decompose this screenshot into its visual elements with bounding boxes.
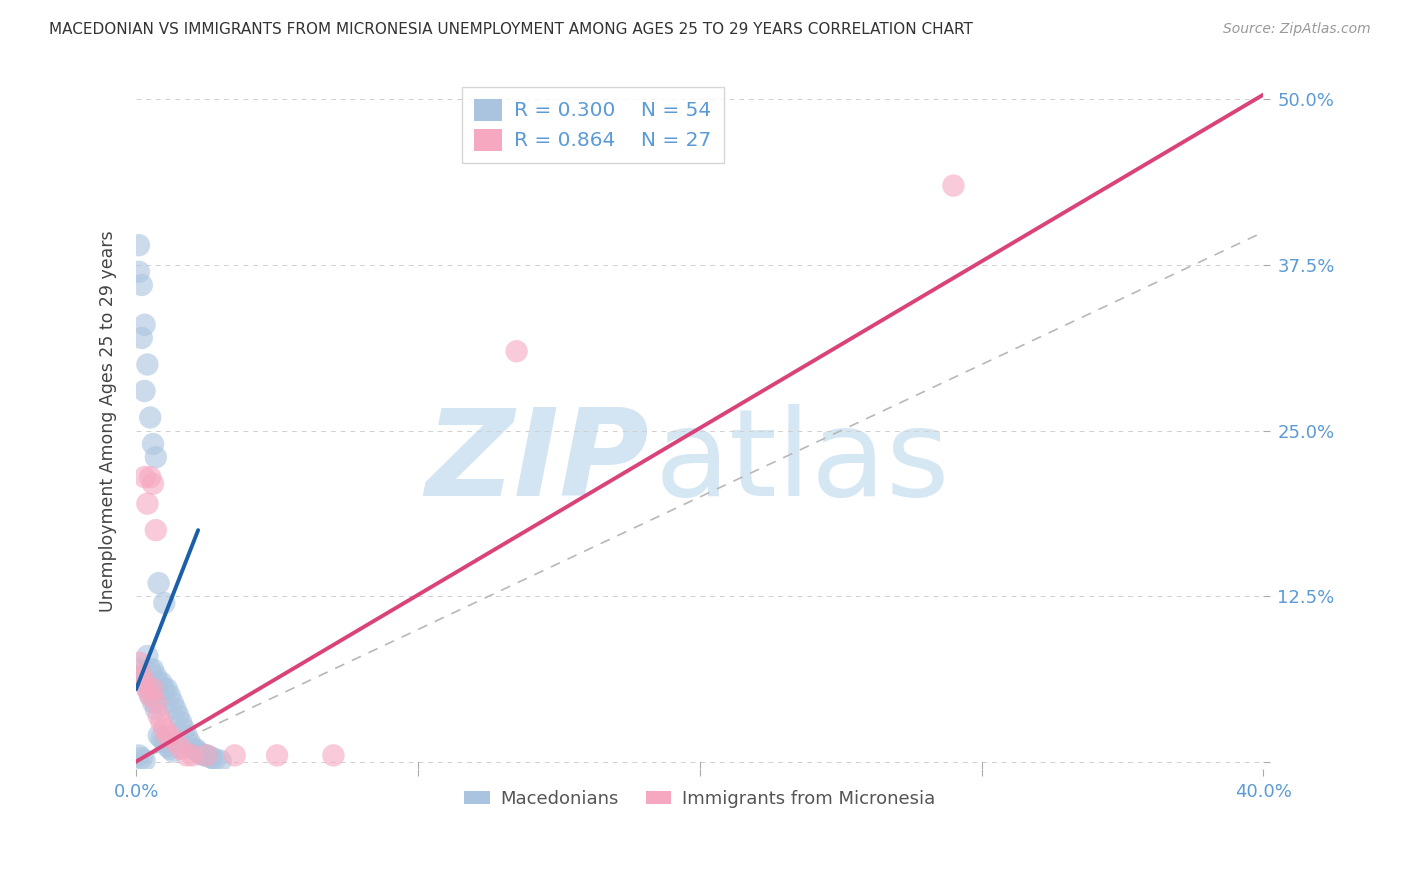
Point	[145, 695, 167, 709]
Point	[148, 729, 170, 743]
Point	[156, 729, 179, 743]
Point	[139, 662, 162, 676]
Point	[167, 708, 190, 723]
Point	[162, 744, 184, 758]
Point	[131, 331, 153, 345]
Point	[134, 318, 156, 332]
Point	[134, 675, 156, 690]
Point	[190, 747, 212, 761]
Point	[153, 596, 176, 610]
Point	[165, 702, 187, 716]
Point	[128, 265, 150, 279]
Point	[139, 689, 162, 703]
Point	[148, 708, 170, 723]
Point	[153, 722, 176, 736]
Point	[142, 437, 165, 451]
Point	[173, 722, 195, 736]
Point	[153, 735, 176, 749]
Point	[198, 749, 221, 764]
Point	[142, 476, 165, 491]
Point	[142, 682, 165, 697]
Point	[145, 702, 167, 716]
Text: ZIP: ZIP	[426, 404, 650, 521]
Point	[224, 748, 246, 763]
Point	[136, 682, 159, 697]
Point	[139, 689, 162, 703]
Text: atlas: atlas	[655, 404, 950, 521]
Point	[134, 754, 156, 768]
Point	[181, 741, 204, 756]
Point	[134, 470, 156, 484]
Point	[156, 682, 179, 697]
Point	[136, 648, 159, 663]
Point	[131, 669, 153, 683]
Text: MACEDONIAN VS IMMIGRANTS FROM MICRONESIA UNEMPLOYMENT AMONG AGES 25 TO 29 YEARS : MACEDONIAN VS IMMIGRANTS FROM MICRONESIA…	[49, 22, 973, 37]
Point	[195, 748, 218, 763]
Point	[150, 715, 173, 730]
Point	[128, 748, 150, 763]
Point	[142, 662, 165, 676]
Point	[176, 748, 198, 763]
Point	[131, 669, 153, 683]
Point	[139, 410, 162, 425]
Point	[134, 384, 156, 398]
Point	[148, 675, 170, 690]
Point	[142, 695, 165, 709]
Point	[193, 748, 215, 763]
Point	[170, 741, 193, 756]
Point	[159, 729, 181, 743]
Point	[209, 754, 232, 768]
Point	[128, 238, 150, 252]
Point	[145, 523, 167, 537]
Point	[505, 344, 527, 359]
Point	[266, 748, 288, 763]
Point	[150, 731, 173, 746]
Point	[136, 358, 159, 372]
Point	[136, 497, 159, 511]
Point	[156, 739, 179, 753]
Point	[201, 751, 224, 765]
Point	[131, 751, 153, 765]
Point	[153, 682, 176, 697]
Point	[162, 695, 184, 709]
Legend: Macedonians, Immigrants from Micronesia: Macedonians, Immigrants from Micronesia	[457, 783, 942, 815]
Point	[165, 735, 187, 749]
Point	[322, 748, 344, 763]
Y-axis label: Unemployment Among Ages 25 to 29 years: Unemployment Among Ages 25 to 29 years	[100, 230, 117, 612]
Point	[176, 729, 198, 743]
Point	[136, 682, 159, 697]
Point	[131, 277, 153, 292]
Point	[942, 178, 965, 193]
Point	[187, 744, 209, 758]
Point	[170, 715, 193, 730]
Point	[159, 689, 181, 703]
Point	[179, 735, 201, 749]
Point	[139, 470, 162, 484]
Point	[159, 741, 181, 756]
Text: Source: ZipAtlas.com: Source: ZipAtlas.com	[1223, 22, 1371, 37]
Point	[145, 450, 167, 465]
Point	[204, 752, 226, 766]
Point	[181, 748, 204, 763]
Point	[184, 741, 207, 756]
Point	[134, 675, 156, 690]
Point	[145, 669, 167, 683]
Point	[195, 748, 218, 763]
Point	[128, 662, 150, 676]
Point	[148, 576, 170, 591]
Point	[128, 656, 150, 670]
Point	[150, 675, 173, 690]
